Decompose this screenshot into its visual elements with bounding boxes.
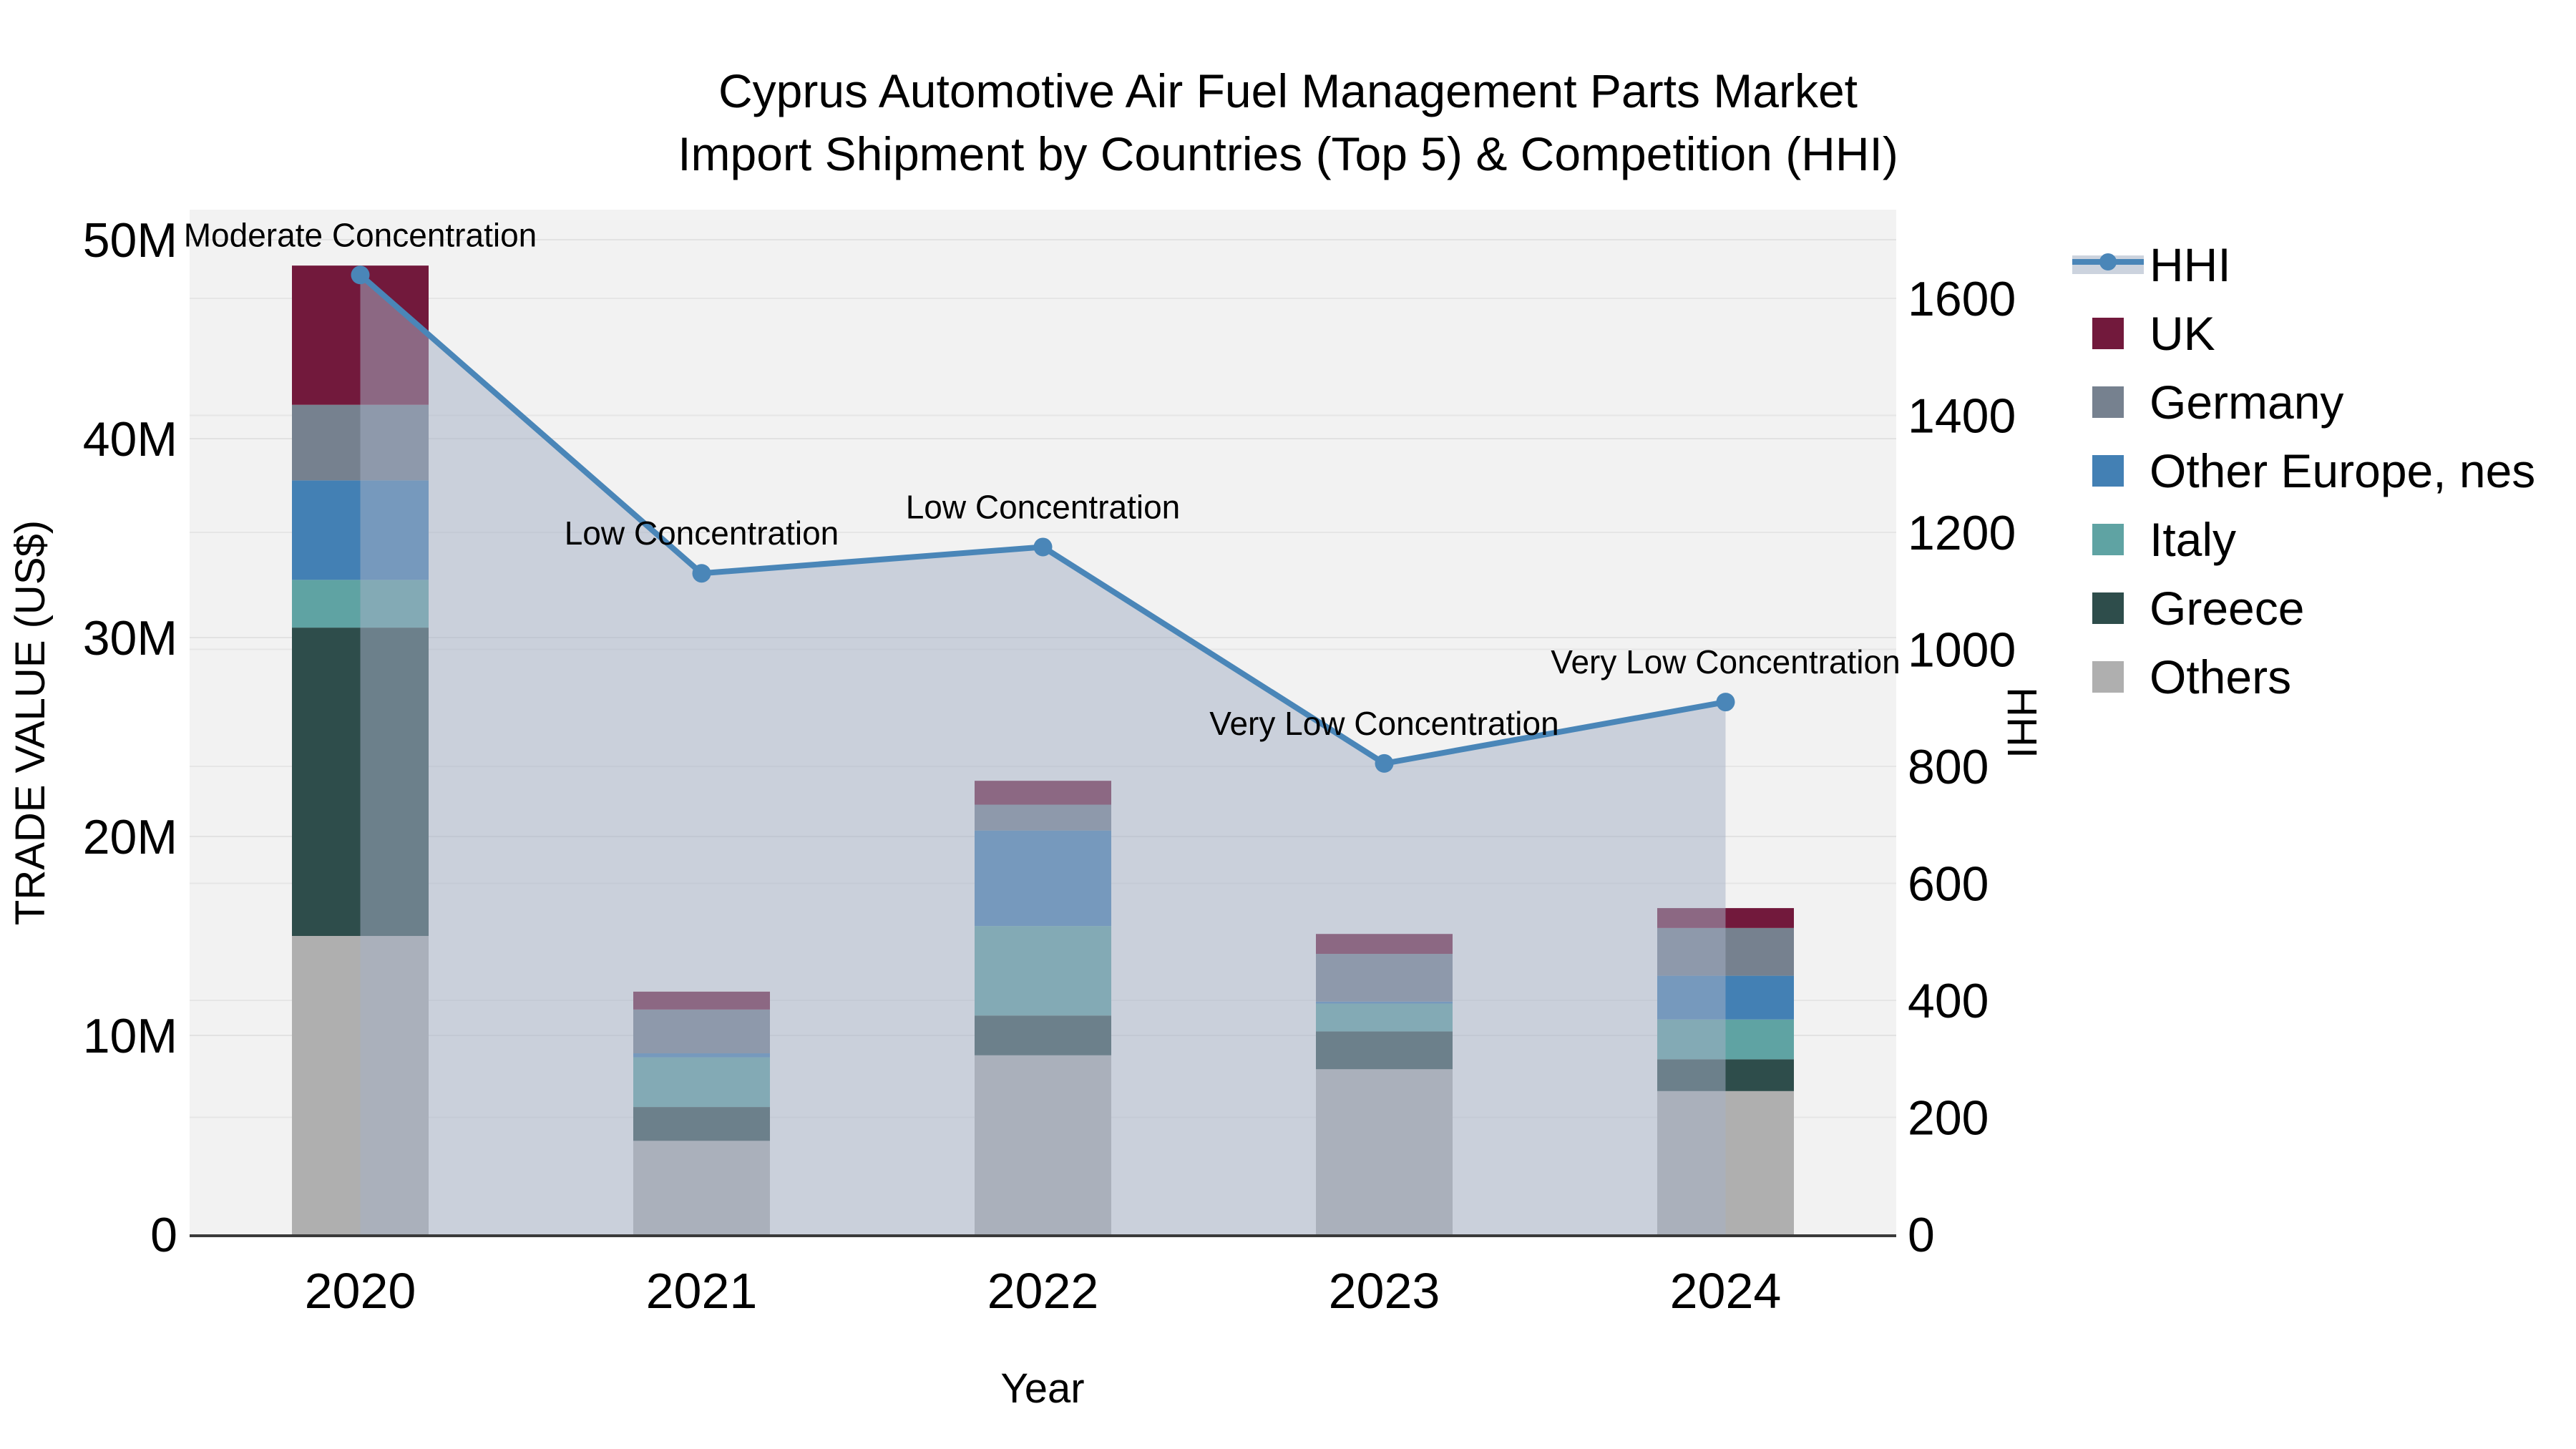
hhi-area-fill [360,275,1726,1234]
y-right-tick-1600: 1600 [1908,272,2016,326]
legend-item-other-europe-nes: Other Europe, nes [2092,444,2535,497]
legend-swatch-germany [2092,386,2124,418]
y-left-tick-20M: 20M [83,810,177,864]
annotations: Moderate Concentration Low Concentration L… [184,216,1901,742]
legend-label: Germany [2150,376,2343,429]
axis-ticks: 0 10M 20M 30M 40M 50M 0 200 400 600 800 1000 1200 140… [83,213,2016,1319]
legend-label: Greece [2150,582,2304,635]
legend-swatch-greece [2092,592,2124,624]
x-tick-2021: 2021 [646,1263,758,1319]
y-right-tick-600: 600 [1908,857,1989,912]
y-right-axis-title: HHI [1999,687,2045,758]
x-tick-2024: 2024 [1670,1263,1782,1319]
legend-item-germany: Germany [2092,376,2343,429]
legend-label: Other Europe, nes [2150,444,2535,497]
annotation-2020: Moderate Concentration [184,216,537,253]
x-tick-2023: 2023 [1329,1263,1440,1319]
legend-label: Others [2150,650,2291,703]
x-axis-title: Year [1000,1365,1084,1412]
legend-item-others: Others [2092,650,2291,703]
legend-swatch-uk [2092,318,2124,349]
legend-item-greece: Greece [2092,582,2304,635]
legend: HHI UK Germany Other Europe, nes Italy Greece… [2072,238,2535,703]
y-right-tick-1400: 1400 [1908,389,2016,444]
y-right-tick-800: 800 [1908,740,1989,794]
y-left-tick-50M: 50M [83,213,177,268]
y-left-tick-10M: 10M [83,1009,177,1063]
y-right-tick-1000: 1000 [1908,623,2016,678]
annotation-2022: Low Concentration [906,488,1181,525]
chart-title-line1: Cyprus Automotive Air Fuel Management Pa… [718,64,1858,117]
y-left-axis-title: TRADE VALUE (US$) [7,520,54,925]
legend-item-hhi: HHI [2072,238,2231,291]
y-right-tick-1200: 1200 [1908,506,2016,560]
y-left-tick-30M: 30M [83,611,177,665]
chart-title-line2: Import Shipment by Countries (Top 5) & C… [678,127,1898,180]
legend-swatch-others [2092,661,2124,693]
legend-swatch-italy [2092,524,2124,555]
legend-label: HHI [2150,238,2231,291]
legend-swatch-other-europe-nes [2092,455,2124,487]
legend-item-italy: Italy [2092,513,2236,566]
hhi-line [351,265,1735,773]
x-tick-2022: 2022 [987,1263,1099,1319]
annotation-2023: Very Low Concentration [1209,705,1558,742]
x-tick-2020: 2020 [305,1263,416,1319]
legend-item-uk: UK [2092,307,2215,360]
y-right-tick-0: 0 [1908,1208,1935,1262]
legend-label: Italy [2150,513,2236,566]
hhi-marker-2020 [351,265,370,285]
y-right-tick-400: 400 [1908,974,1989,1028]
hhi-marker-2023 [1375,753,1394,773]
y-left-tick-40M: 40M [83,412,177,467]
y-left-tick-0: 0 [150,1208,177,1262]
legend-hhi-marker [2099,253,2117,270]
hhi-marker-2022 [1033,537,1053,557]
annotation-2024: Very Low Concentration [1551,643,1900,680]
y-right-tick-200: 200 [1908,1091,1989,1146]
hhi-marker-2024 [1716,693,1735,712]
hhi-marker-2021 [692,564,711,583]
hhi-area [360,275,1726,1234]
legend-label: UK [2150,307,2215,360]
annotation-2021: Low Concentration [565,514,839,552]
